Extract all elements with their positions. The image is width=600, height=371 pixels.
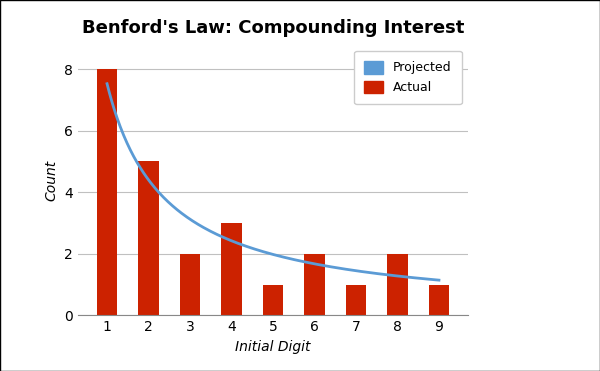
Projected <box>104 86 112 91</box>
Bar <box>387 254 408 315</box>
Title: Benford's Law: Compounding Interest: Benford's Law: Compounding Interest <box>82 19 464 37</box>
Projected <box>307 261 314 265</box>
Bar <box>138 161 159 315</box>
Projected <box>383 273 391 277</box>
Y-axis label: Count: Count <box>45 159 59 201</box>
Bar <box>221 223 242 315</box>
Projected <box>436 278 443 282</box>
Bar <box>97 69 118 315</box>
Projected <box>301 260 308 264</box>
Bar <box>346 285 367 315</box>
Line: Projected: Projected <box>107 84 439 280</box>
Projected <box>300 259 307 264</box>
Bar <box>428 285 449 315</box>
Bar <box>263 285 283 315</box>
Bar <box>179 254 200 315</box>
Legend: Projected, Actual: Projected, Actual <box>355 51 462 104</box>
Projected <box>103 82 110 86</box>
X-axis label: Initial Digit: Initial Digit <box>235 340 311 354</box>
Projected <box>404 275 412 279</box>
Bar <box>304 254 325 315</box>
